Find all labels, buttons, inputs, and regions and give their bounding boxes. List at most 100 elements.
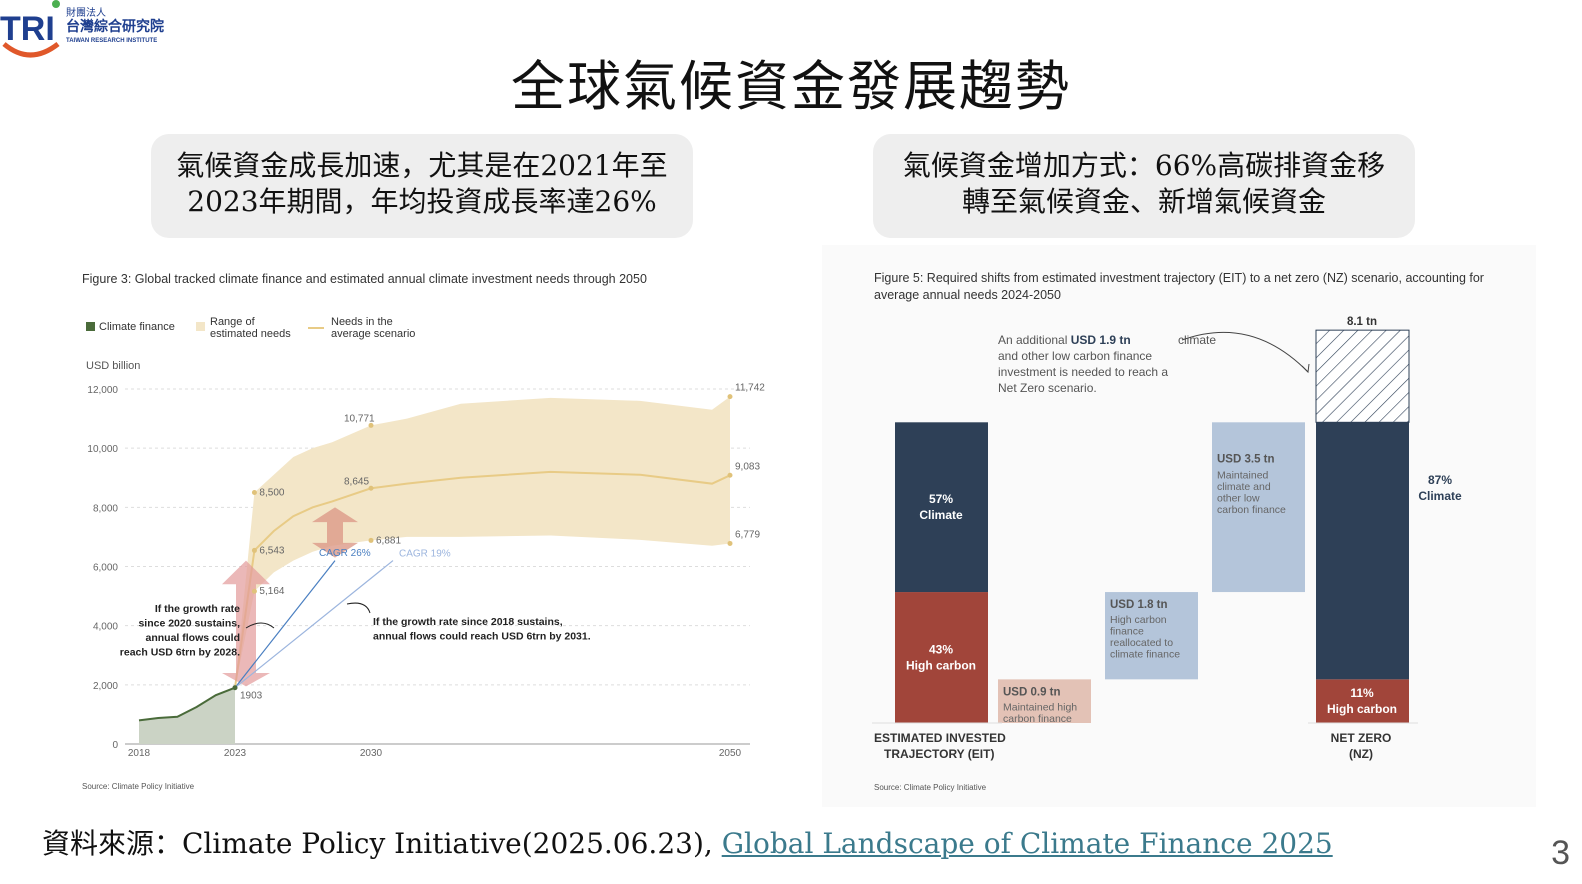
nz-climate-bar (1316, 422, 1409, 680)
eit-high-carbon-label: High carbon (906, 659, 976, 673)
logo-line2: 台灣綜合研究院 (66, 18, 164, 34)
x-tick-label: 2018 (128, 748, 151, 759)
eit-high-carbon-bar (895, 592, 988, 723)
eit-label: ESTIMATED INVESTED TRAJECTORY (EIT) (874, 731, 1006, 761)
data-point (251, 490, 257, 496)
nz-label: NET ZERO (NZ) (1331, 731, 1392, 761)
needs-range-area (235, 396, 730, 688)
climate-finance-line (138, 686, 236, 722)
annotation-2031: If the growth rate since 2018 sustains, (373, 616, 563, 628)
waterfall-bar (998, 679, 1091, 723)
y-axis-label: USD billion (86, 360, 140, 372)
waterfall-value: USD 3.5 tn (1217, 453, 1275, 465)
data-label: 8,500 (259, 488, 284, 499)
tri-logo: TRI 財團法人 台灣綜合研究院 TAIWAN RESEARCH INSTITU… (0, 0, 170, 60)
cagr-label: CAGR 26% (319, 548, 371, 559)
data-label: 11,742 (735, 383, 765, 394)
eit-high-carbon-pct: 43% (929, 643, 953, 657)
data-label: 10,771 (344, 413, 375, 424)
nz-climate-label: Climate (1418, 489, 1462, 503)
data-label: 5,164 (259, 586, 284, 597)
logo-line1: 財團法人 (66, 6, 106, 19)
waterfall-value: USD 1.8 tn (1110, 599, 1168, 611)
nz-high-carbon-bar (1316, 679, 1409, 723)
figure3-source: Source: Climate Policy Initiative (82, 782, 195, 791)
logo-mark: TRI (0, 10, 55, 48)
bubble-line: 氣候資金增加方式：66%高碳排資金移 (902, 149, 1386, 182)
gap-arrow-2023 (222, 560, 270, 687)
legend-swatch-range (196, 322, 205, 331)
legend-average: Needs in the average scenario (331, 316, 415, 340)
bubble-line: 2023年期間，年均投資成長率達26% (187, 185, 657, 218)
waterfall-value: USD 0.9 tn (1003, 686, 1061, 698)
summary-bubble-right: 氣候資金增加方式：66%高碳排資金移 轉至氣候資金、新增氣候資金 (873, 134, 1415, 238)
legend-climate-finance: Climate finance (99, 321, 175, 333)
waterfall-desc: Maintained climate and other low carbon fin… (1217, 469, 1286, 516)
data-label: 6,543 (259, 545, 284, 556)
additional-annotation-rest: climate and other low carbon finance inv… (998, 333, 1219, 395)
waterfall-desc: Maintained high carbon finance (1003, 701, 1077, 725)
data-point (368, 422, 374, 428)
annotation-arrow (1181, 331, 1309, 373)
page-number: 3 (1551, 834, 1570, 872)
nz-high-carbon-label: High carbon (1327, 702, 1397, 716)
figure3-chart: Climate finance Range of estimated needs … (82, 316, 765, 791)
eit-climate-label: Climate (919, 508, 963, 522)
data-point (727, 540, 733, 546)
data-label: 9,083 (735, 461, 760, 472)
figure5-chart: 43% High carbon 57% Climate USD 0.9 tn Mainta… (872, 316, 1462, 792)
y-tick-label: 6,000 (93, 563, 118, 574)
y-tick-label: 2,000 (93, 681, 118, 692)
data-point (727, 394, 733, 400)
nz-climate-pct: 87% (1428, 473, 1452, 487)
nz-additional-hatched-bar (1315, 329, 1410, 423)
data-point (251, 588, 257, 594)
annotation-2028: annual flows could (145, 632, 240, 644)
cagr-line (234, 560, 336, 689)
x-tick-label: 2023 (224, 748, 247, 759)
cagr-label: CAGR 19% (399, 549, 451, 560)
source-line: 資料來源：Climate Policy Initiative(2025.06.2… (42, 822, 1333, 862)
bubble-line: 轉至氣候資金、新增氣候資金 (961, 185, 1326, 218)
x-tick-label: 2050 (719, 748, 742, 759)
annotation-arrow (245, 622, 275, 629)
data-label: 1903 (240, 691, 263, 702)
data-label: 6,779 (735, 529, 760, 540)
annotation-2028: reach USD 6trn by 2028. (120, 647, 240, 659)
y-tick-label: 10,000 (87, 444, 118, 455)
y-tick-label: 12,000 (87, 385, 118, 396)
legend-range: Range of estimated needs (210, 316, 291, 340)
annotation-arrow (346, 602, 371, 614)
annotation-2031: annual flows could reach USD 6trn by 203… (373, 631, 591, 643)
summary-bubble-left: 氣候資金成長加速，尤其是在2021年至 2023年期間，年均投資成長率達26% (151, 134, 693, 238)
figure5-source: Source: Climate Policy Initiative (874, 783, 987, 792)
gap-arrow-2028 (312, 507, 358, 558)
annotation-2028: If the growth rate (155, 603, 240, 615)
data-point (368, 537, 374, 543)
nz-total-label: 8.1 tn (1347, 316, 1377, 328)
source-link[interactable]: Global Landscape of Climate Finance 2025 (721, 827, 1333, 860)
additional-annotation: An additional USD 1.9 tn (998, 333, 1131, 347)
data-point (251, 547, 257, 553)
waterfall-bar (1212, 422, 1305, 593)
data-point (232, 685, 238, 691)
y-tick-label: 4,000 (93, 622, 118, 633)
figure3-title: Figure 3: Global tracked climate finance… (82, 272, 647, 286)
data-label: 6,881 (376, 535, 401, 546)
cagr-line (234, 560, 394, 689)
eit-climate-bar (895, 422, 988, 593)
climate-finance-area (139, 687, 235, 744)
annotation-2028: since 2020 sustains, (138, 618, 240, 630)
data-point (727, 472, 733, 478)
slide-title: 全球氣候資金發展趨勢 (511, 55, 1071, 118)
data-label: 8,645 (344, 476, 369, 487)
x-tick-label: 2030 (360, 748, 383, 759)
source-prefix: 資料來源：Climate Policy Initiative(2025.06.2… (42, 827, 722, 860)
data-point (368, 485, 374, 491)
eit-climate-pct: 57% (929, 492, 953, 506)
figure5-title: Figure 5: Required shifts from estimated… (874, 271, 1484, 302)
y-tick-label: 8,000 (93, 503, 118, 514)
waterfall-desc: High carbon finance reallocated to climate … (1110, 614, 1180, 661)
nz-high-carbon-pct: 11% (1350, 686, 1374, 700)
logo-line3: TAIWAN RESEARCH INSTITUTE (66, 38, 157, 44)
